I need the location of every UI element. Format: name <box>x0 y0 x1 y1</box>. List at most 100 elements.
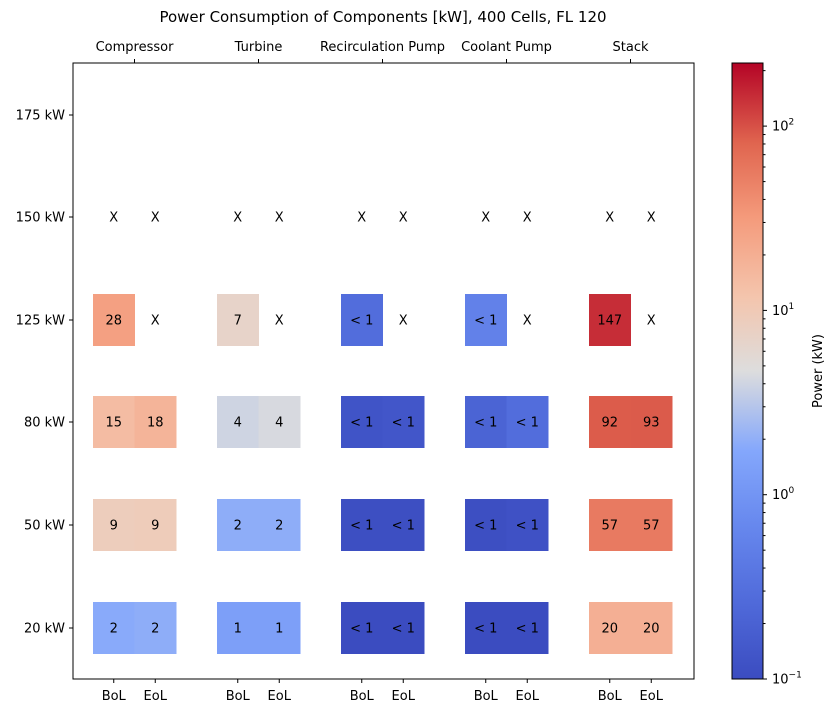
cell-label-turbine-bol-50-kw: 2 <box>234 519 242 534</box>
heatmap-cell-stack-bol-20-kw <box>589 602 631 654</box>
colorbar-tick-label: 102 <box>772 118 794 135</box>
cell-label-stack-eol-50-kw: 57 <box>643 519 660 534</box>
cell-label-stack-eol-80-kw: 93 <box>643 416 660 431</box>
heatmap-cell-turbine-bol-125-kw <box>217 294 259 346</box>
colorbar-tick-label: 101 <box>772 302 794 319</box>
component-label-stack: Stack <box>613 40 649 55</box>
colorbar-tick-label: 10−1 <box>772 671 802 688</box>
row-label-175-kw: 175 kW <box>16 109 65 124</box>
heatmap-cell-compressor-eol-20-kw <box>134 602 177 654</box>
cell-labels-layer: X X X X X X X X X X 28 X 7 X < 1 X < 1 X 147 X 15 18 4 4 < 1 < 1 <… <box>105 211 659 637</box>
heatmap-cell-turbine-eol-20-kw <box>258 602 301 654</box>
row-label-125-kw: 125 kW <box>16 314 65 329</box>
heatmap-cell-recirculation-pump-bol-125-kw <box>341 294 383 346</box>
cell-label-recirculation-pump-bol-125-kw: < 1 <box>350 314 373 329</box>
heatmap-cell-recirculation-pump-bol-20-kw <box>341 602 383 654</box>
colorbar-tick-label: 100 <box>772 486 795 503</box>
cell-label-recirculation-pump-eol-125-kw: X <box>399 314 408 329</box>
heatmap-cell-coolant-pump-eol-20-kw <box>506 602 549 654</box>
cell-label-compressor-bol-80-kw: 15 <box>105 416 122 431</box>
heatmap-cell-turbine-eol-50-kw <box>258 499 301 551</box>
condition-label-coolant-pump-eol: EoL <box>516 689 540 704</box>
heatmap-cell-compressor-bol-20-kw <box>93 602 135 654</box>
cell-label-coolant-pump-bol-150-kw: X <box>481 211 490 226</box>
cell-label-recirculation-pump-bol-150-kw: X <box>357 211 366 226</box>
heatmap-cell-coolant-pump-eol-50-kw <box>506 499 549 551</box>
heatmap-cell-recirculation-pump-eol-50-kw <box>382 499 425 551</box>
row-label-20-kw: 20 kW <box>24 622 65 637</box>
cell-label-recirculation-pump-eol-20-kw: < 1 <box>392 622 415 637</box>
colorbar-ticks: 10−1 100 101 102 <box>763 70 802 688</box>
axes-layer: Compressor Turbine Recirculation Pump Coola… <box>16 40 664 704</box>
condition-label-recirculation-pump-bol: BoL <box>350 689 375 704</box>
heatmap-cell-coolant-pump-eol-80-kw <box>506 396 549 448</box>
heatmap-cell-compressor-eol-50-kw <box>134 499 177 551</box>
cell-label-compressor-bol-150-kw: X <box>109 211 118 226</box>
cell-label-coolant-pump-bol-50-kw: < 1 <box>474 519 497 534</box>
cell-label-turbine-bol-80-kw: 4 <box>234 416 242 431</box>
component-label-compressor: Compressor <box>96 40 175 55</box>
cell-label-stack-bol-150-kw: X <box>605 211 614 226</box>
condition-label-turbine-bol: BoL <box>226 689 251 704</box>
cell-label-turbine-bol-150-kw: X <box>233 211 242 226</box>
heatmap-cell-coolant-pump-bol-80-kw <box>465 396 507 448</box>
condition-label-coolant-pump-bol: BoL <box>474 689 499 704</box>
chart-title: Power Consumption of Components [kW], 40… <box>159 8 606 26</box>
condition-label-compressor-eol: EoL <box>144 689 168 704</box>
condition-label-compressor-bol: BoL <box>102 689 127 704</box>
cell-label-compressor-bol-125-kw: 28 <box>105 314 122 329</box>
heatmap-cell-stack-bol-50-kw <box>589 499 631 551</box>
cell-label-recirculation-pump-bol-20-kw: < 1 <box>350 622 373 637</box>
cell-label-coolant-pump-eol-50-kw: < 1 <box>516 519 539 534</box>
component-label-turbine: Turbine <box>234 40 283 55</box>
cell-label-stack-eol-125-kw: X <box>647 314 656 329</box>
cell-label-turbine-bol-20-kw: 1 <box>234 622 242 637</box>
heatmap-cell-recirculation-pump-bol-80-kw <box>341 396 383 448</box>
condition-label-stack-bol: BoL <box>598 689 623 704</box>
cell-label-coolant-pump-eol-20-kw: < 1 <box>516 622 539 637</box>
cell-label-compressor-eol-50-kw: 9 <box>151 519 159 534</box>
component-label-recirculation-pump: Recirculation Pump <box>320 40 445 55</box>
heatmap-cell-stack-eol-80-kw <box>630 396 673 448</box>
cell-label-compressor-eol-150-kw: X <box>151 211 160 226</box>
heatmap-cell-coolant-pump-bol-20-kw <box>465 602 507 654</box>
condition-label-turbine-eol: EoL <box>268 689 292 704</box>
heatmap-cell-turbine-bol-20-kw <box>217 602 259 654</box>
heatmap-cell-stack-bol-125-kw <box>589 294 631 346</box>
heatmap-cell-recirculation-pump-eol-20-kw <box>382 602 425 654</box>
cell-label-stack-bol-20-kw: 20 <box>601 622 618 637</box>
cell-label-coolant-pump-bol-125-kw: < 1 <box>474 314 497 329</box>
cell-label-compressor-eol-125-kw: X <box>151 314 160 329</box>
heatmap-cell-compressor-bol-50-kw <box>93 499 135 551</box>
row-label-150-kw: 150 kW <box>16 211 65 226</box>
cell-label-stack-bol-125-kw: 147 <box>597 314 622 329</box>
heatmap-cell-compressor-eol-80-kw <box>134 396 177 448</box>
cell-label-coolant-pump-bol-20-kw: < 1 <box>474 622 497 637</box>
cell-label-coolant-pump-eol-150-kw: X <box>523 211 532 226</box>
row-label-50-kw: 50 kW <box>24 519 65 534</box>
condition-label-recirculation-pump-eol: EoL <box>392 689 416 704</box>
condition-label-stack-eol: EoL <box>640 689 664 704</box>
cells-layer <box>93 294 673 654</box>
heatmap-cell-stack-eol-20-kw <box>630 602 673 654</box>
cell-label-stack-eol-150-kw: X <box>647 211 656 226</box>
plot-frame <box>72 62 695 680</box>
colorbar <box>731 62 764 680</box>
cell-label-turbine-eol-150-kw: X <box>275 211 284 226</box>
heatmap-cell-recirculation-pump-eol-80-kw <box>382 396 425 448</box>
cell-label-coolant-pump-eol-80-kw: < 1 <box>516 416 539 431</box>
row-label-80-kw: 80 kW <box>24 416 65 431</box>
heatmap-cell-turbine-eol-80-kw <box>258 396 301 448</box>
cell-label-recirculation-pump-bol-80-kw: < 1 <box>350 416 373 431</box>
cell-label-recirculation-pump-eol-80-kw: < 1 <box>392 416 415 431</box>
component-label-coolant-pump: Coolant Pump <box>461 40 552 55</box>
cell-label-coolant-pump-eol-125-kw: X <box>523 314 532 329</box>
cell-label-compressor-eol-20-kw: 2 <box>151 622 159 637</box>
cell-label-turbine-eol-50-kw: 2 <box>275 519 283 534</box>
cell-label-turbine-eol-20-kw: 1 <box>275 622 283 637</box>
heatmap-cell-coolant-pump-bol-50-kw <box>465 499 507 551</box>
heatmap-cell-compressor-bol-125-kw <box>93 294 135 346</box>
cell-label-recirculation-pump-eol-50-kw: < 1 <box>392 519 415 534</box>
cell-label-stack-bol-80-kw: 92 <box>601 416 618 431</box>
